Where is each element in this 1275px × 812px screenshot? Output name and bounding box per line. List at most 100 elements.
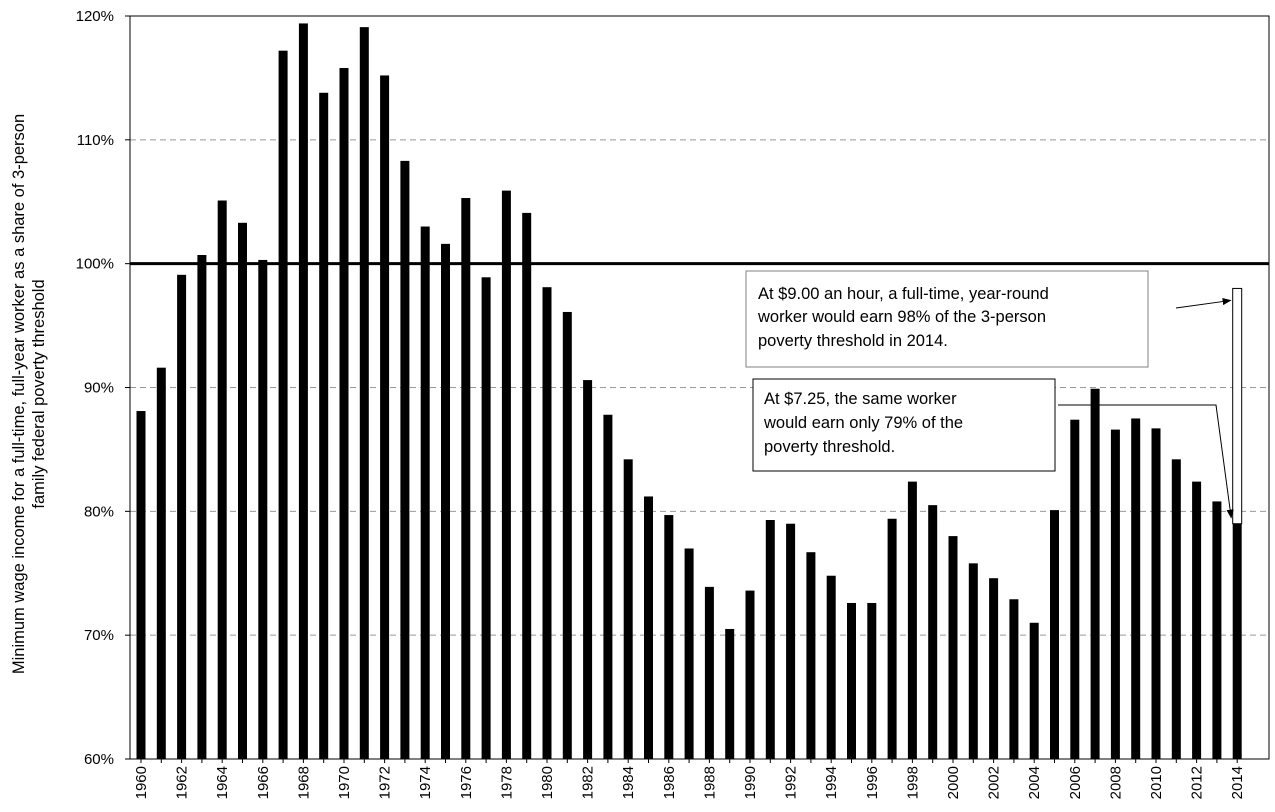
bar-1990 [745,590,755,759]
bar-2010 [1151,428,1161,759]
bar-1986 [664,515,674,759]
y-tick-label-90: 90% [84,380,114,397]
y-axis-title-line-2: family federal poverty threshold [30,279,48,508]
x-tick-label-1970: 1970 [336,766,353,799]
bar-1996 [867,602,877,759]
bar-1977 [481,277,491,759]
bar-1967 [278,50,288,759]
bar-1999 [928,505,938,759]
x-tick-label-1982: 1982 [580,766,597,799]
callout-79-arrow [1058,404,1234,519]
y-tick-label-100: 100% [76,256,114,273]
callout-98-line-2: worker would earn 98% of the 3-person [757,308,1046,326]
x-tick-label-2004: 2004 [1026,766,1043,799]
bar-proposal-2014 [1232,287,1243,525]
bar-1997 [887,518,897,759]
x-tick-label-1994: 1994 [823,766,840,799]
bar-2004 [1029,622,1039,759]
bar-1970 [339,68,349,759]
bar-1987 [684,548,694,759]
x-tick-label-1988: 1988 [701,766,718,799]
bar-1979 [522,212,532,759]
bar-1962 [177,274,187,759]
bar-1984 [623,459,633,759]
callout-98-line-3: poverty threshold in 2014. [758,332,948,350]
bar-2011 [1171,459,1181,759]
bar-1964 [217,200,227,760]
bar-1971 [359,27,369,759]
bar-1993 [806,552,816,759]
bar-1975 [441,243,450,759]
y-axis: 60% 70% 80% 90% 100% 110% 120% [76,8,130,768]
y-axis-title-line-1: Minimum wage income for a full-time, ful… [10,114,28,674]
x-tick-label-2000: 2000 [945,766,962,799]
bar-1980 [542,287,552,759]
callout-79-line-1: At $7.25, the same worker [764,390,957,408]
callout-79-line-2: would earn only 79% of the [763,414,963,432]
bar-2009 [1131,418,1141,759]
bar-1989 [725,628,735,759]
callout-79-line-3: poverty threshold. [764,438,895,456]
x-tick-label-2006: 2006 [1067,766,1084,799]
bar-1978 [501,190,511,760]
bar-1976 [461,198,471,759]
x-tick-label-2012: 2012 [1189,766,1206,799]
bar-1985 [644,496,653,759]
bar-1973 [400,160,410,759]
bar-2000 [948,536,958,759]
bar-1961 [156,367,166,759]
bar-2007 [1090,388,1100,759]
bar-2014 [1232,523,1242,759]
callout-98-box [745,270,1149,368]
bar-2006 [1070,419,1080,759]
x-tick-label-1992: 1992 [783,766,800,799]
callout-98-line-1: At $9.00 an hour, a full-time, year-roun… [758,285,1049,303]
bar-1995 [847,602,856,759]
x-tick-label-1980: 1980 [539,766,556,799]
bar-1968 [298,23,308,760]
x-tick-label-1986: 1986 [661,766,678,799]
x-tick-label-1990: 1990 [742,766,759,799]
bar-1994 [826,575,836,759]
bar-1983 [603,414,613,759]
bar-2012 [1192,481,1202,759]
bar-1982 [583,380,593,759]
x-tick-label-1984: 1984 [620,766,637,799]
x-tick-label-1998: 1998 [904,766,921,799]
x-tick-label-1964: 1964 [214,766,231,799]
y-tick-label-80: 80% [84,503,114,520]
bar-2005 [1050,510,1059,759]
bar-1992 [786,523,796,759]
bar-2013 [1212,501,1222,759]
bar-2003 [1009,599,1019,759]
bar-1981 [562,311,572,759]
bar-1963 [197,254,207,759]
x-tick-label-1996: 1996 [864,766,881,799]
x-tick-label-1976: 1976 [458,766,475,799]
x-tick-label-2002: 2002 [986,766,1003,799]
x-axis: 1960 1962 1964 1966 1968 1970 1972 1974 1976 1978… [133,759,1246,799]
x-tick-label-1978: 1978 [498,766,515,799]
y-tick-label-110: 110% [77,132,114,149]
callout-98: At $9.00 an hour, a full-time, year-roun… [745,270,1232,368]
bars [136,23,1243,760]
callout-98-arrow [1175,297,1232,309]
x-tick-label-1966: 1966 [255,766,272,799]
x-tick-label-1974: 1974 [417,766,434,799]
x-tick-label-2008: 2008 [1107,766,1124,799]
x-tick-label-1968: 1968 [295,766,312,799]
callout-79-box [752,378,1056,472]
bar-2002 [989,578,999,759]
x-tick-label-1972: 1972 [377,766,394,799]
bar-1998 [907,481,917,759]
y-axis-title: Minimum wage income for a full-time, ful… [10,114,48,674]
y-tick-label-60: 60% [84,751,114,768]
x-tick-label-1960: 1960 [133,766,150,799]
bar-1969 [319,92,329,759]
bar-1960 [136,411,146,759]
bar-2008 [1110,429,1120,759]
bar-2001 [968,563,978,759]
y-tick-label-120: 120% [76,8,114,25]
bar-1988 [704,586,714,759]
